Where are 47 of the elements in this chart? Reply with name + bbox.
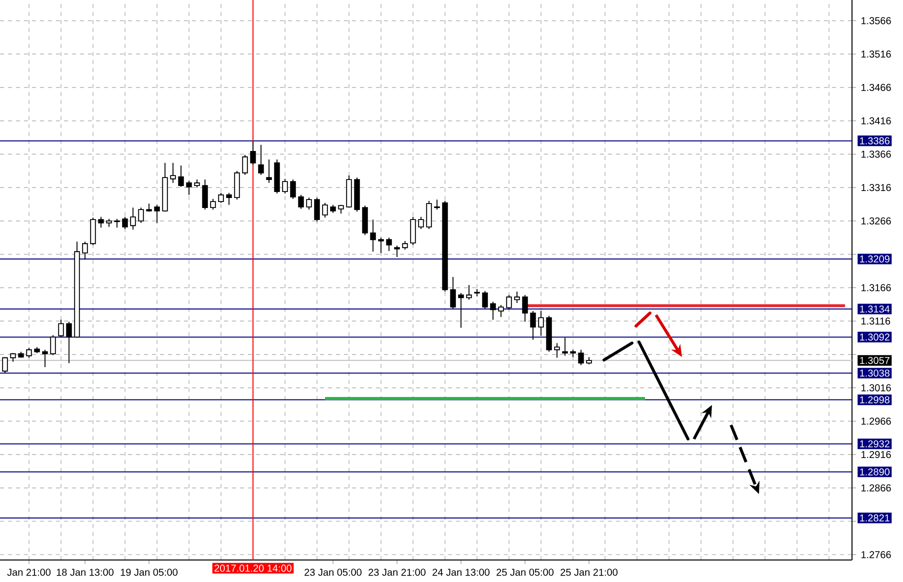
candlestick [514,291,520,304]
x-tick-label: Jan 21:00 [7,568,51,576]
candlestick [10,353,16,362]
candlestick [66,321,72,364]
candlestick [266,159,272,184]
y-tick-label: 1.3116 [861,318,890,325]
ref-line-label: 1.3038 [860,370,890,377]
y-tick-label: 1.3166 [861,284,891,292]
y-tick-label: 1.3016 [861,384,891,392]
candlestick [26,347,32,358]
x-tick-label: 23 Jan 05:00 [304,568,362,576]
y-tick-label: 1.3566 [861,17,891,24]
ref-line-label: 1.3386 [860,137,890,144]
ref-line-label: 1.3057 [860,356,890,364]
x-tick-label: 25 Jan 21:00 [560,568,618,576]
y-tick-label: 1.2766 [861,551,891,558]
candlestick [474,288,480,297]
y-tick-label: 1.2916 [861,451,891,458]
y-tick-label: 1.2966 [861,418,891,425]
x-tick-label: 19 Jan 05:00 [120,568,178,576]
candlestick [130,207,136,230]
candlestick [370,219,376,252]
ref-line-label: 1.2998 [860,396,890,404]
candlestick [570,349,576,358]
candlestick [538,310,544,336]
ref-line-label: 1.3209 [860,255,890,263]
ref-line-label: 1.3092 [860,334,890,341]
x-tick-label: 25 Jan 05:00 [496,568,554,576]
ref-line-label: 1.2932 [860,440,890,448]
y-tick-label: 1.3516 [861,50,891,58]
y-tick-label: 1.3366 [861,150,891,158]
x-tick-label: 24 Jan 13:00 [432,568,490,576]
y-tick-label: 1.3266 [861,217,891,224]
x-tick-label: 23 Jan 21:00 [368,568,426,576]
x-tick-label: 2017.01.20 14:00 [214,564,292,572]
y-tick-label: 1.3316 [861,184,891,192]
y-tick-label: 1.2866 [861,484,891,492]
candlestick [554,342,560,358]
y-tick-label: 1.3466 [861,84,891,91]
ref-line-label: 1.3134 [860,305,890,313]
y-tick-label: 1.3416 [861,117,891,124]
x-tick-label: 18 Jan 13:00 [56,568,114,576]
ref-line-label: 1.2821 [860,514,890,522]
candlestick [170,162,176,184]
ref-line-label: 1.2890 [860,468,890,476]
candlestick [562,337,568,356]
candlestick [42,349,48,368]
